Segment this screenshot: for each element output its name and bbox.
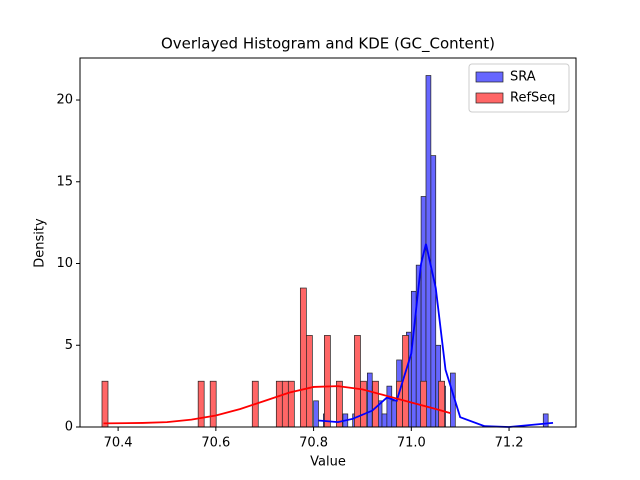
y-axis-label: Density bbox=[33, 218, 48, 268]
x-tick-label: 71.2 bbox=[495, 436, 524, 451]
histogram-bar bbox=[287, 380, 295, 428]
histogram-bar bbox=[542, 413, 549, 428]
x-tick-label: 70.4 bbox=[104, 436, 133, 451]
histogram-bar bbox=[336, 380, 343, 428]
histogram-bar bbox=[396, 380, 403, 428]
histogram-bar bbox=[275, 380, 283, 428]
histogram-bar bbox=[366, 372, 373, 428]
histogram-bar bbox=[391, 400, 398, 428]
x-axis-label: Value bbox=[310, 455, 346, 470]
legend-swatch bbox=[475, 92, 504, 104]
x-tick-label: 70.6 bbox=[201, 436, 230, 451]
y-tick-label: 15 bbox=[56, 174, 73, 189]
histogram-bar bbox=[209, 380, 217, 428]
kde-line bbox=[103, 385, 451, 425]
chart-title: Overlayed Histogram and KDE (GC_Content) bbox=[161, 35, 495, 54]
histogram-bar bbox=[101, 380, 109, 428]
legend-swatch bbox=[475, 71, 504, 83]
histogram-bar bbox=[360, 380, 367, 428]
plot-frame bbox=[79, 57, 577, 428]
histogram-bar bbox=[354, 335, 361, 428]
histogram-bar bbox=[381, 413, 388, 428]
x-tick-label: 71.0 bbox=[397, 436, 426, 451]
y-tick-label: 10 bbox=[56, 256, 73, 271]
y-tick-label: 5 bbox=[65, 338, 73, 353]
x-tick-label: 70.8 bbox=[299, 436, 328, 451]
histogram-bar bbox=[438, 380, 445, 428]
kde-line bbox=[318, 243, 554, 428]
y-tick-label: 0 bbox=[65, 420, 73, 435]
histogram-bar bbox=[306, 335, 313, 428]
y-tick-label: 20 bbox=[56, 93, 73, 108]
legend-label: RefSeq bbox=[510, 91, 556, 106]
histogram-bar bbox=[299, 287, 307, 428]
histogram-bar bbox=[197, 380, 205, 428]
histogram-bar bbox=[281, 380, 289, 428]
histogram-bar bbox=[372, 380, 379, 428]
histogram-bar bbox=[313, 400, 319, 428]
legend: SRA RefSeq bbox=[468, 63, 570, 113]
legend-label: SRA bbox=[510, 70, 536, 85]
histogram-bar bbox=[420, 380, 427, 428]
histogram-bar bbox=[324, 335, 331, 428]
histogram-bar bbox=[430, 155, 437, 428]
histogram-bar bbox=[386, 385, 393, 428]
